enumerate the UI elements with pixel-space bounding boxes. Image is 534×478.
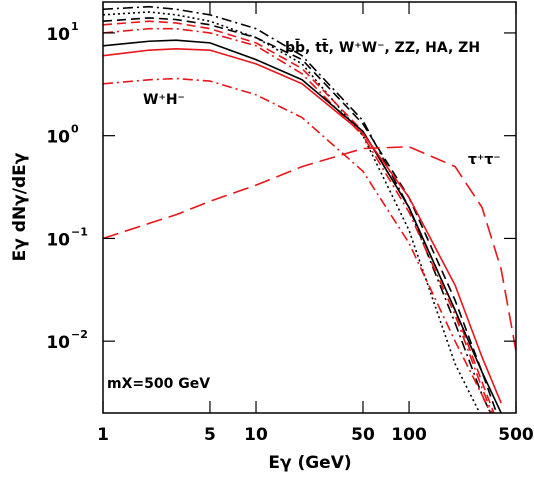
y-tick-exponent: −1	[71, 225, 88, 238]
y-tick-label: 10	[46, 333, 70, 353]
y-tick-exponent: 1	[71, 20, 79, 33]
annotation: W⁺H⁻	[143, 92, 185, 108]
series-line	[103, 39, 502, 413]
x-axis-label: Eγ (GeV)	[268, 453, 351, 473]
x-tick-label: 10	[244, 425, 268, 445]
plot-frame	[102, 1, 517, 414]
y-axis-label: Eγ dNγ/dEγ	[10, 152, 30, 261]
x-tick-label: 500	[498, 425, 534, 445]
series-line	[103, 48, 502, 404]
y-tick-exponent: −2	[71, 328, 88, 341]
x-tick-label: 1	[97, 425, 109, 445]
series-line	[103, 11, 481, 413]
plot-area	[103, 5, 516, 413]
annotation: bb̄, tt̄, W⁺W⁻, ZZ, HA, ZH	[285, 37, 480, 56]
series-line	[103, 27, 493, 413]
annotation: mX=500 GeV	[107, 376, 210, 392]
annotation: τ⁺τ⁻	[468, 152, 501, 168]
series-line	[103, 17, 498, 413]
y-tick-label: 10	[46, 230, 70, 250]
x-tick-label: 5	[204, 425, 216, 445]
x-tick-label: 50	[351, 425, 375, 445]
y-tick-label: 10	[46, 25, 70, 45]
series-line	[103, 20, 495, 413]
y-tick-exponent: 0	[71, 123, 79, 136]
series-line	[103, 5, 492, 413]
series-line	[103, 145, 516, 352]
x-tick-label: 100	[391, 425, 427, 445]
y-tick-label: 10	[46, 128, 70, 148]
series-line	[103, 77, 492, 413]
